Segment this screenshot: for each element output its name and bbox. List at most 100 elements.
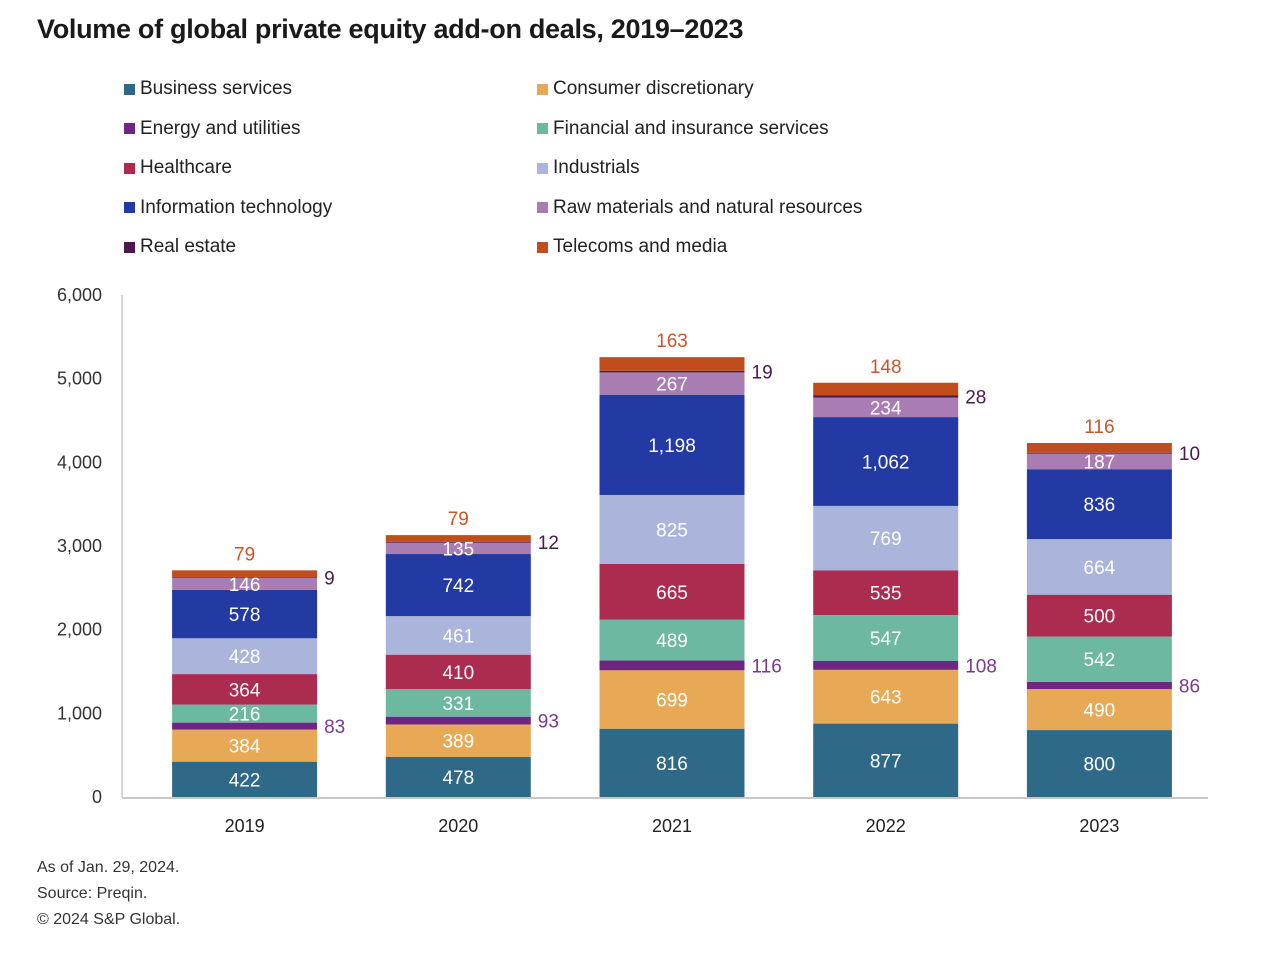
- legend-swatch-financial-and-insurance-services: [537, 123, 548, 134]
- legend-item-information-technology: Information technology: [124, 197, 332, 219]
- legend-label: Industrials: [553, 157, 640, 178]
- data-label-real-estate-2023: 10: [1179, 444, 1200, 465]
- data-label-telecoms-and-media-2022: 148: [870, 357, 902, 378]
- data-label-industrials-2019: 428: [229, 647, 261, 668]
- bar-segment-real-estate-2020: [385, 541, 531, 543]
- bar-segment-raw-materials-and-natural-resources-2023: [1026, 453, 1172, 470]
- legend-item-business-services: Business services: [124, 78, 292, 100]
- bar-segment-business-services-2021: [599, 728, 745, 797]
- data-label-telecoms-and-media-2020: 79: [448, 509, 469, 530]
- bar-segment-healthcare-2020: [385, 654, 531, 689]
- bar-segment-raw-materials-and-natural-resources-2020: [385, 542, 531, 555]
- footnotes: As of Jan. 29, 2024. Source: Preqin. © 2…: [37, 855, 180, 933]
- x-tick-label: 2022: [866, 816, 906, 836]
- legend-item-industrials: Industrials: [537, 157, 640, 179]
- x-tick-label: 2019: [225, 816, 265, 836]
- data-label-financial-and-insurance-services-2021: 489: [656, 631, 688, 652]
- data-label-telecoms-and-media-2019: 79: [234, 544, 255, 565]
- y-tick-label: 2,000: [57, 620, 102, 640]
- bar-segment-business-services-2022: [813, 723, 959, 797]
- bar-segment-consumer-discretionary-2020: [385, 724, 531, 758]
- legend-label: Financial and insurance services: [553, 117, 829, 139]
- legend-label: Information technology: [140, 196, 333, 218]
- bar-segment-healthcare-2023: [1026, 594, 1172, 637]
- legend-swatch-business-services: [124, 83, 135, 95]
- bar-stack-2019: [172, 570, 318, 797]
- bar-segment-telecoms-and-media-2021: [599, 357, 745, 371]
- data-label-information-technology-2020: 742: [442, 576, 474, 597]
- legend-swatch-telecoms-and-media: [537, 241, 548, 253]
- legend-label: Real estate: [140, 236, 237, 257]
- x-tick-label: 2021: [652, 816, 692, 836]
- bar-segment-industrials-2020: [385, 616, 531, 655]
- bar-segment-telecoms-and-media-2022: [813, 382, 959, 396]
- bar-segment-industrials-2023: [1026, 539, 1172, 595]
- data-label-telecoms-and-media-2023: 116: [1084, 417, 1114, 438]
- legend-swatch-healthcare: [124, 162, 135, 174]
- legend-swatch-consumer-discretionary: [537, 83, 548, 95]
- bar-segment-telecoms-and-media-2023: [1026, 443, 1172, 453]
- data-label-healthcare-2019: 364: [229, 680, 261, 701]
- bar-segment-industrials-2022: [813, 505, 959, 571]
- data-label-business-services-2019: 422: [229, 770, 261, 791]
- footnote-source: Source: Preqin.: [37, 885, 148, 902]
- legend-swatch-energy-and-utilities: [124, 123, 135, 134]
- data-label-business-services-2021: 816: [656, 754, 688, 775]
- legend-label: Energy and utilities: [140, 117, 301, 139]
- data-label-financial-and-insurance-services-2020: 331: [442, 694, 474, 715]
- bar-segment-healthcare-2021: [599, 563, 745, 620]
- data-label-business-services-2023: 800: [1084, 755, 1116, 776]
- data-label-energy-and-utilities-2022: 108: [965, 656, 997, 677]
- bar-segment-financial-and-insurance-services-2022: [813, 615, 959, 661]
- bar-segment-information-technology-2020: [385, 554, 531, 617]
- legend-item-healthcare: Healthcare: [124, 157, 232, 179]
- data-label-information-technology-2021: 1,198: [648, 436, 696, 457]
- bar-segment-business-services-2023: [1026, 730, 1172, 797]
- data-label-energy-and-utilities-2019: 83: [324, 717, 345, 738]
- bar-segment-information-technology-2021: [599, 394, 745, 495]
- bar-segment-industrials-2021: [599, 494, 745, 564]
- y-tick-label: 6,000: [57, 285, 102, 305]
- bar-segment-healthcare-2019: [172, 674, 318, 705]
- data-label-industrials-2022: 769: [870, 529, 902, 550]
- bar-segment-energy-and-utilities-2021: [599, 660, 745, 671]
- legend-item-financial-and-insurance-services: Financial and insurance services: [537, 118, 829, 140]
- bar-segment-information-technology-2023: [1026, 469, 1172, 540]
- bar-stack-2020: [385, 535, 531, 797]
- data-label-raw-materials-and-natural-resources-2022: 234: [870, 398, 902, 419]
- data-label-industrials-2023: 664: [1084, 558, 1116, 579]
- legend-item-raw-materials-and-natural-resources: Raw materials and natural resources: [537, 197, 862, 219]
- bar-segment-energy-and-utilities-2019: [172, 722, 318, 730]
- legend-item-telecoms-and-media: Telecoms and media: [537, 236, 727, 258]
- data-label-information-technology-2022: 1,062: [862, 452, 910, 473]
- legend-item-real-estate: Real estate: [124, 236, 236, 258]
- bar-segment-real-estate-2019: [172, 576, 318, 578]
- bar-segment-consumer-discretionary-2021: [599, 670, 745, 729]
- legend-swatch-raw-materials-and-natural-resources: [537, 202, 548, 213]
- bar-segment-raw-materials-and-natural-resources-2019: [172, 577, 318, 590]
- legend-item-energy-and-utilities: Energy and utilities: [124, 118, 301, 140]
- bar-segment-consumer-discretionary-2019: [172, 729, 318, 762]
- y-tick-label: 3,000: [57, 536, 102, 556]
- bar-segment-information-technology-2019: [172, 589, 318, 639]
- x-tick-label: 2020: [438, 816, 478, 836]
- legend-item-consumer-discretionary: Consumer discretionary: [537, 78, 754, 100]
- bar-segment-business-services-2019: [172, 761, 318, 797]
- bar-stack-2023: [1026, 443, 1172, 797]
- data-label-real-estate-2019: 9: [324, 568, 335, 589]
- data-label-information-technology-2023: 836: [1084, 495, 1116, 516]
- bar-segment-healthcare-2022: [813, 570, 959, 616]
- bar-segment-real-estate-2022: [813, 395, 959, 398]
- y-tick-label: 0: [92, 787, 102, 807]
- legend-label: Consumer discretionary: [553, 78, 754, 99]
- bar-segment-telecoms-and-media-2019: [172, 570, 318, 577]
- bar-segment-energy-and-utilities-2020: [385, 716, 531, 725]
- legend-swatch-industrials: [537, 162, 548, 174]
- bar-segment-financial-and-insurance-services-2019: [172, 704, 318, 723]
- data-label-energy-and-utilities-2020: 93: [538, 712, 559, 733]
- data-label-energy-and-utilities-2023: 86: [1179, 676, 1200, 697]
- bar-segment-energy-and-utilities-2022: [813, 660, 959, 670]
- data-label-raw-materials-and-natural-resources-2020: 135: [442, 539, 474, 560]
- data-label-healthcare-2022: 535: [870, 584, 902, 605]
- data-label-healthcare-2020: 410: [442, 663, 474, 684]
